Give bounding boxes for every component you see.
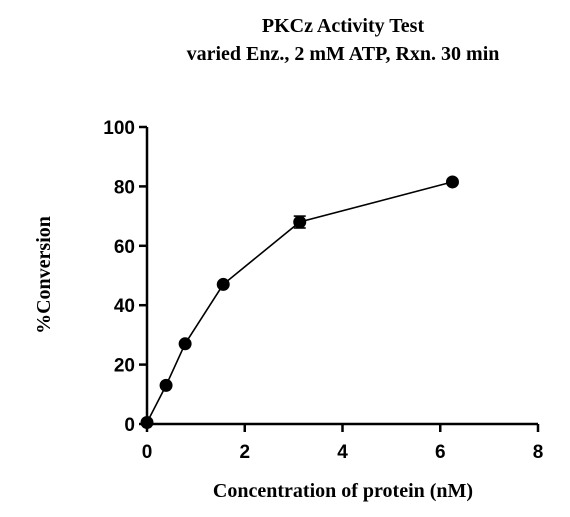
y-axis-label: %Conversion: [33, 216, 55, 334]
data-point: [159, 378, 173, 392]
axes: [145, 127, 538, 426]
data-point: [140, 416, 154, 430]
y-tick-label: 80: [114, 177, 135, 198]
y-tick-label: 100: [103, 118, 135, 139]
y-tick-label: 60: [114, 237, 135, 258]
x-tick-label: 8: [533, 442, 544, 463]
series-group: [140, 175, 459, 430]
y-tick-label: 40: [114, 296, 135, 317]
y-tick-label: 20: [114, 356, 135, 377]
x-tick-label: 6: [435, 442, 446, 463]
data-point: [293, 215, 307, 229]
chart-title: PKCz Activity Test: [262, 15, 425, 37]
x-tick-label: 2: [239, 442, 250, 463]
x-ticks: 0 2 4 6 8: [142, 424, 544, 463]
series-line: [146, 181, 453, 423]
data-point: [216, 277, 230, 291]
y-ticks: 0 20 40 60 80 100: [103, 118, 147, 436]
x-tick-label: 4: [337, 442, 348, 463]
x-tick-label: 0: [142, 442, 153, 463]
data-point: [178, 337, 192, 351]
chart-subtitle: varied Enz., 2 mM ATP, Rxn. 30 min: [187, 43, 500, 65]
data-point: [445, 175, 459, 189]
y-tick-label: 0: [124, 415, 135, 436]
x-axis-label: Concentration of protein (nM): [213, 480, 473, 502]
